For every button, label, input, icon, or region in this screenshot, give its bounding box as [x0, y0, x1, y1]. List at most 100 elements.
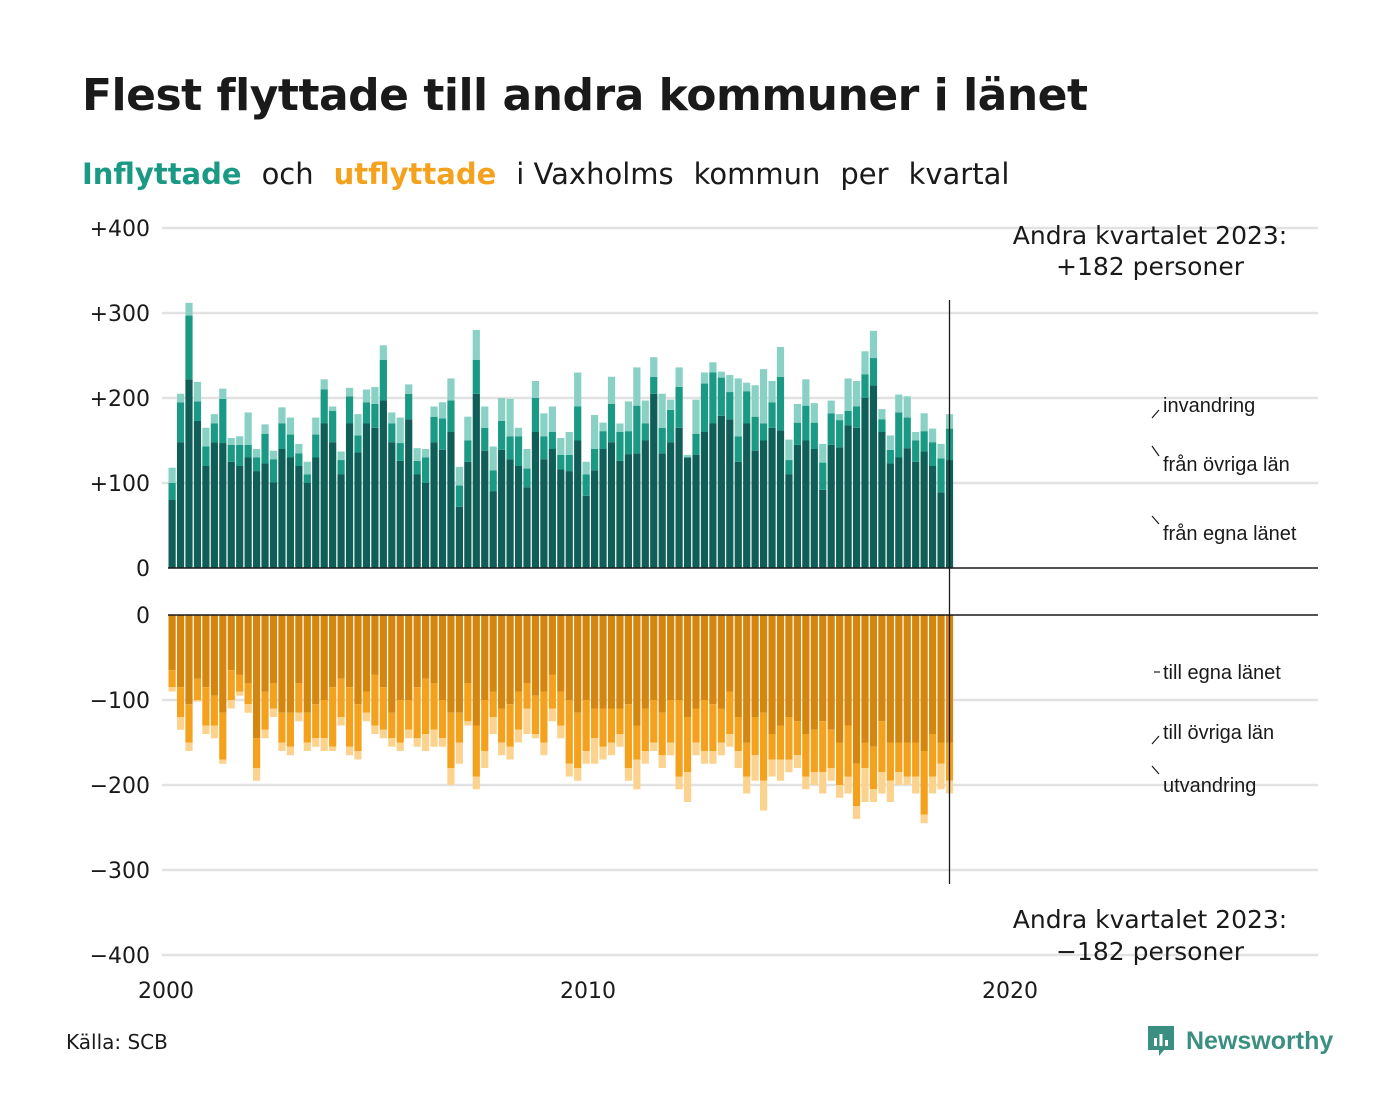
bar-inflyttade-ovriga-lan: [878, 419, 886, 432]
bar-utflyttade-ovriga-lan: [607, 708, 616, 743]
bar-utflyttade-egna-lanet: [675, 615, 683, 700]
bar-utvandring: [371, 725, 379, 734]
bar-utflyttade-egna-lanet: [903, 615, 911, 743]
bar-utflyttade-ovriga-lan: [616, 708, 624, 734]
y-tick-label-lower: −100: [90, 689, 150, 714]
bar-inflyttade-ovriga-lan: [548, 432, 556, 449]
bar-utflyttade-egna-lanet: [878, 615, 886, 722]
bar-utflyttade-ovriga-lan: [768, 734, 776, 760]
bar-utflyttade-ovriga-lan: [658, 712, 666, 756]
bar-utflyttade-ovriga-lan: [633, 725, 641, 760]
bar-inflyttade-ovriga-lan: [895, 412, 903, 458]
bar-inflyttade-egna-lanet: [210, 442, 218, 568]
bar-utvandring: [430, 729, 438, 747]
bar-utvandring: [514, 729, 523, 743]
bar-inflyttade-egna-lanet: [709, 423, 717, 568]
bar-utflyttade-egna-lanet: [895, 615, 903, 743]
bar-utvandring: [582, 751, 590, 764]
bar-inflyttade-egna-lanet: [193, 420, 202, 568]
bar-inflyttade-egna-lanet: [776, 430, 785, 568]
bar-inflyttade-egna-lanet: [836, 447, 844, 568]
bar-utvandring: [472, 776, 480, 790]
bar-utflyttade-ovriga-lan: [565, 700, 573, 764]
bar-inflyttade-egna-lanet: [557, 469, 565, 568]
bar-utvandring: [168, 687, 176, 692]
bar-invandring: [303, 461, 311, 475]
bar-utvandring: [388, 738, 396, 747]
bar-inflyttade-egna-lanet: [388, 442, 396, 568]
bar-inflyttade-egna-lanet: [743, 423, 751, 568]
bar-inflyttade-egna-lanet: [633, 453, 641, 568]
bar-inflyttade-ovriga-lan: [793, 422, 801, 445]
bar-utflyttade-egna-lanet: [320, 615, 328, 700]
bar-inflyttade-egna-lanet: [565, 471, 573, 568]
bar-inflyttade-egna-lanet: [802, 440, 810, 568]
bar-utflyttade-egna-lanet: [937, 615, 945, 743]
bar-utvandring: [354, 751, 362, 760]
bar-utvandring: [345, 746, 354, 756]
bar-inflyttade-ovriga-lan: [303, 474, 311, 483]
bar-utflyttade-ovriga-lan: [844, 725, 852, 777]
bar-inflyttade-ovriga-lan: [523, 468, 531, 488]
bar-utflyttade-ovriga-lan: [523, 683, 531, 709]
bar-utflyttade-ovriga-lan: [489, 691, 497, 717]
bar-invandring: [903, 396, 911, 418]
bar-invandring: [548, 406, 556, 432]
bar-utflyttade-ovriga-lan: [514, 691, 523, 730]
bar-utflyttade-egna-lanet: [607, 615, 616, 709]
bar-utflyttade-egna-lanet: [506, 615, 514, 705]
bar-inflyttade-egna-lanet: [641, 440, 649, 568]
bar-utvandring: [751, 755, 759, 781]
bar-inflyttade-ovriga-lan: [236, 444, 244, 466]
bar-inflyttade-egna-lanet: [717, 415, 725, 568]
bar-invandring: [227, 437, 235, 445]
bar-inflyttade-ovriga-lan: [531, 398, 540, 432]
bar-invandring: [717, 371, 725, 378]
bar-utvandring: [675, 776, 683, 790]
bar-utflyttade-ovriga-lan: [557, 691, 565, 726]
bar-utflyttade-egna-lanet: [591, 615, 599, 709]
bar-utflyttade-egna-lanet: [540, 615, 548, 692]
bar-utflyttade-egna-lanet: [455, 615, 463, 713]
bar-inflyttade-ovriga-lan: [489, 470, 497, 492]
subtitle-per: per: [840, 157, 889, 191]
bar-invandring: [895, 394, 903, 413]
bar-utflyttade-ovriga-lan: [675, 700, 683, 777]
bar-utflyttade-ovriga-lan: [912, 742, 920, 777]
bar-inflyttade-egna-lanet: [531, 432, 540, 568]
bar-invandring: [810, 403, 818, 423]
end-label-upper: från egna länet: [1163, 523, 1297, 545]
bar-invandring: [506, 398, 514, 437]
bar-inflyttade-ovriga-lan: [455, 485, 463, 507]
bar-inflyttade-ovriga-lan: [202, 446, 210, 466]
bar-utflyttade-egna-lanet: [683, 615, 692, 717]
bar-inflyttade-ovriga-lan: [869, 358, 878, 386]
bar-inflyttade-egna-lanet: [320, 423, 328, 568]
bar-invandring: [269, 450, 278, 460]
bar-inflyttade-egna-lanet: [303, 483, 311, 568]
bar-utflyttade-egna-lanet: [582, 615, 590, 700]
migration-chart: +400 +300 +200 +100 0 0 −100 −200 −300 −400 2000 20…: [90, 217, 1318, 1000]
bar-inflyttade-ovriga-lan: [929, 442, 937, 466]
bar-inflyttade-egna-lanet: [422, 483, 430, 568]
bar-inflyttade-ovriga-lan: [481, 427, 489, 451]
bar-utflyttade-egna-lanet: [430, 615, 438, 683]
bar-utflyttade-egna-lanet: [219, 615, 227, 713]
bar-utflyttade-ovriga-lan: [422, 678, 430, 734]
bar-invandring: [776, 347, 785, 377]
bar-invandring: [278, 407, 286, 424]
bar-inflyttade-egna-lanet: [371, 427, 379, 568]
bar-inflyttade-ovriga-lan: [667, 409, 675, 443]
bar-inflyttade-egna-lanet: [472, 393, 480, 568]
bar-inflyttade-ovriga-lan: [920, 431, 928, 452]
bar-utflyttade-egna-lanet: [810, 615, 818, 730]
bar-invandring: [675, 367, 683, 387]
bar-inflyttade-egna-lanet: [396, 460, 404, 568]
subtitle-och: och: [261, 157, 314, 191]
bar-utvandring: [278, 742, 286, 751]
bar-utvandring: [261, 729, 269, 739]
bar-inflyttade-ovriga-lan: [498, 420, 506, 450]
bar-inflyttade-egna-lanet: [548, 449, 556, 568]
bar-utflyttade-egna-lanet: [210, 615, 218, 696]
bar-invandring: [168, 467, 176, 483]
